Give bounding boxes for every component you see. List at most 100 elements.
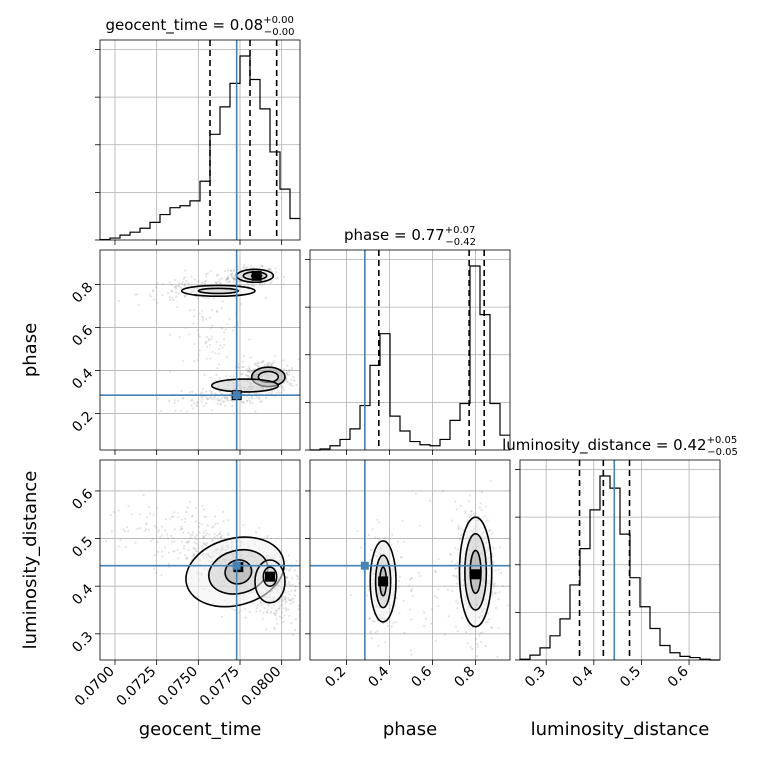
sample-point (395, 596, 398, 600)
sample-point (200, 397, 204, 400)
sample-point (270, 392, 273, 395)
sample-point (216, 397, 219, 400)
sample-point (214, 522, 217, 526)
sample-point (262, 611, 265, 614)
sample-point (268, 268, 271, 271)
sample-point (177, 516, 180, 519)
sample-point (258, 283, 262, 286)
sample-point (460, 527, 463, 530)
sample-point (399, 556, 403, 559)
sample-point (213, 395, 216, 398)
sample-point (213, 533, 216, 536)
sample-point (369, 632, 372, 635)
sample-point (280, 603, 283, 606)
sample-point (465, 520, 468, 524)
sample-point (283, 614, 286, 617)
sample-point (180, 527, 183, 530)
sample-point (371, 528, 374, 531)
sample-point (289, 382, 292, 385)
contour-line (197, 287, 240, 295)
sample-point (171, 297, 174, 300)
sample-point (395, 620, 398, 624)
sample-point (267, 364, 270, 367)
sample-point (195, 403, 198, 406)
sample-point (437, 588, 440, 591)
sample-point (275, 618, 278, 621)
sample-point (134, 541, 137, 544)
sample-point (287, 370, 290, 373)
x-tick-label: 0.0750 (155, 664, 201, 710)
sample-point (266, 363, 269, 367)
sample-point (247, 374, 250, 377)
sample-point (226, 399, 230, 402)
sample-point (296, 575, 300, 578)
sample-point (273, 355, 276, 358)
sample-point (247, 369, 250, 373)
sample-point (215, 274, 219, 277)
sample-point (272, 612, 275, 615)
plot-area (100, 250, 300, 450)
sample-point (180, 283, 183, 286)
sample-point (470, 510, 473, 513)
sample-point (263, 282, 267, 285)
sample-point (232, 270, 235, 273)
sample-point (180, 287, 183, 290)
sample-point (232, 277, 235, 280)
sample-point (164, 517, 167, 521)
sample-point (408, 578, 411, 581)
sample-point (221, 534, 224, 537)
sample-point (221, 300, 224, 303)
sample-point (289, 584, 292, 587)
sample-point (207, 338, 211, 341)
sample-point (188, 391, 192, 394)
panel-hist-geocent_time: geocent_time = 0.08+0.00 −0.00 (95, 15, 301, 245)
sample-point (285, 371, 288, 374)
sample-point (274, 611, 278, 614)
sample-point (155, 526, 158, 529)
sample-point (267, 604, 271, 607)
contour-line (469, 549, 482, 595)
sample-point (183, 554, 187, 557)
sample-point (452, 574, 455, 577)
sample-point (222, 331, 226, 334)
sample-point (205, 275, 208, 278)
sample-point (303, 608, 305, 610)
sample-point (173, 540, 176, 543)
sample-point (160, 409, 163, 412)
sample-point (208, 389, 211, 392)
sample-point (221, 346, 224, 349)
sample-point (214, 352, 217, 355)
sample-point (390, 625, 393, 628)
sample-point (256, 603, 259, 607)
sample-point (91, 484, 93, 486)
sample-point (237, 366, 240, 369)
sample-point (134, 293, 137, 296)
sample-point (206, 524, 209, 527)
sample-point (182, 547, 185, 550)
sample-point (231, 404, 234, 407)
sample-point (433, 595, 436, 598)
sample-point (172, 299, 175, 302)
sample-point (237, 611, 241, 614)
sample-point (466, 642, 469, 645)
sample-point (161, 293, 164, 297)
sample-point (195, 533, 199, 536)
sample-point (258, 526, 261, 529)
sample-point (295, 574, 298, 577)
sample-point (147, 528, 150, 531)
sample-point (217, 347, 221, 351)
sample-point (473, 512, 476, 516)
sample-point (221, 326, 224, 330)
sample-point (300, 608, 302, 610)
sample-point (145, 528, 148, 531)
sample-point (155, 286, 158, 289)
sample-point (138, 513, 141, 516)
sample-point (177, 285, 180, 288)
sample-point (487, 618, 491, 621)
sample-point (489, 625, 492, 629)
sample-point (173, 279, 177, 282)
sample-point (227, 532, 230, 535)
sample-point (450, 589, 454, 592)
sample-point (455, 625, 458, 628)
sample-point (484, 620, 488, 623)
